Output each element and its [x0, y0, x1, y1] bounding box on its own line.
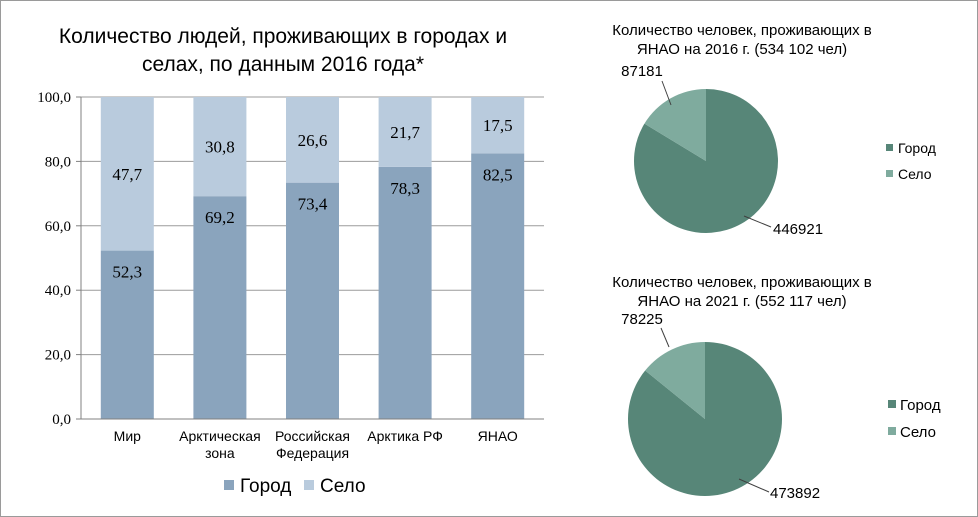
data-label-village: 26,6 — [298, 131, 328, 150]
pie-2016-title-line-2: ЯНАО на 2016 г. (534 102 чел) — [637, 41, 847, 58]
bar-chart-title-line-2: селах, по данным 2016 года* — [142, 53, 424, 76]
y-tick-label: 0,0 — [52, 412, 71, 428]
pie-2021-legend-label-city: Город — [900, 397, 941, 414]
pie-chart-2016: Количество человек, проживающих в ЯНАО н… — [612, 22, 936, 238]
pie-2021-label-village: 78225 — [621, 311, 663, 328]
pie-2016-label-village: 87181 — [621, 63, 663, 80]
pie-2021-legend-swatch-village — [888, 427, 896, 435]
bar-segment-village — [193, 97, 247, 197]
bar-segment-village — [286, 97, 339, 183]
pie-2016-leader-line-village — [661, 80, 672, 106]
pie-2021-title-line-2: ЯНАО на 2021 г. (552 117 чел) — [637, 293, 846, 310]
data-label-city: 82,5 — [483, 165, 513, 184]
bar-segment-city — [100, 250, 154, 419]
data-label-city: 69,2 — [205, 208, 235, 227]
pie-2021-leader-line-village — [660, 327, 670, 348]
bar-segment-village — [100, 97, 154, 251]
y-tick-label: 20,0 — [45, 348, 71, 364]
pie-2021-legend: Город Село — [888, 397, 941, 441]
pie-slice-city — [627, 342, 782, 496]
pie-2016-legend-swatch-city — [886, 144, 893, 151]
y-tick-label: 80,0 — [45, 154, 71, 170]
pie-2021-legend-swatch-city — [888, 400, 896, 408]
pie-slice-village — [644, 89, 706, 161]
data-label-village: 17,5 — [483, 116, 513, 135]
bar-chart-title-line-1: Количество людей, проживающих в городах … — [59, 25, 507, 48]
bar-segment-city — [286, 182, 339, 419]
x-tick-label: зона — [205, 445, 235, 461]
x-tick-label: Федерация — [276, 445, 349, 461]
pie-slice-village — [645, 342, 705, 419]
x-tick-label: ЯНАО — [478, 428, 518, 444]
x-tick-label: Российская — [275, 428, 350, 444]
bar-chart: Количество людей, проживающих в городах … — [37, 25, 544, 497]
bar-segment-city — [193, 196, 247, 419]
x-tick-label: Арктика РФ — [367, 428, 443, 444]
data-label-village: 47,7 — [112, 165, 142, 184]
pie-2021-legend-label-village: Село — [900, 424, 936, 441]
bar-segment-city — [378, 166, 432, 419]
legend-swatch-city — [224, 480, 234, 490]
data-label-village: 30,8 — [205, 138, 235, 157]
pie-2021-label-city: 473892 — [770, 485, 820, 502]
legend-label-village: Село — [320, 476, 366, 497]
x-tick-label: Мир — [114, 428, 141, 444]
legend-label-city: Город — [240, 476, 291, 497]
pie-2016-legend-swatch-village — [886, 170, 893, 177]
pie-2016-legend-label-city: Город — [898, 140, 936, 156]
data-label-city: 78,3 — [390, 179, 420, 198]
bar-segment-village — [378, 97, 432, 167]
pie-2016-title-line-1: Количество человек, проживающих в — [612, 22, 872, 39]
bar-chart-legend: Город Село — [224, 476, 366, 497]
pie-2016-label-city: 446921 — [773, 221, 823, 238]
pie-2016-slices — [634, 89, 779, 233]
y-tick-label: 60,0 — [45, 219, 71, 235]
legend-swatch-village — [304, 480, 314, 490]
pie-2016-legend: Город Село — [886, 140, 936, 182]
data-label-city: 73,4 — [298, 195, 328, 214]
pie-chart-2021: Количество человек, проживающих в ЯНАО н… — [612, 274, 941, 502]
pie-2016-leader-line-city — [743, 215, 772, 228]
pie-2021-leader-line-city — [738, 478, 770, 493]
bar-segment-city — [471, 153, 525, 419]
bar-chart-y-axis: 0,0 20,0 40,0 60,0 80,0 100,0 — [37, 90, 82, 428]
data-label-village: 21,7 — [390, 123, 420, 142]
y-tick-label: 100,0 — [37, 90, 71, 106]
x-tick-label: Арктическая — [179, 428, 261, 444]
pie-2021-title-line-1: Количество человек, проживающих в — [612, 274, 872, 291]
data-label-city: 52,3 — [112, 263, 142, 282]
pie-2021-slices — [627, 342, 782, 496]
bar-chart-bars: 52,3 47,7 69,2 30,8 73,4 26,6 78,3 21,7 82,5 17,5 — [100, 97, 525, 419]
y-tick-label: 40,0 — [45, 283, 71, 299]
bar-segment-village — [471, 97, 525, 154]
pie-2016-legend-label-village: Село — [898, 166, 932, 182]
